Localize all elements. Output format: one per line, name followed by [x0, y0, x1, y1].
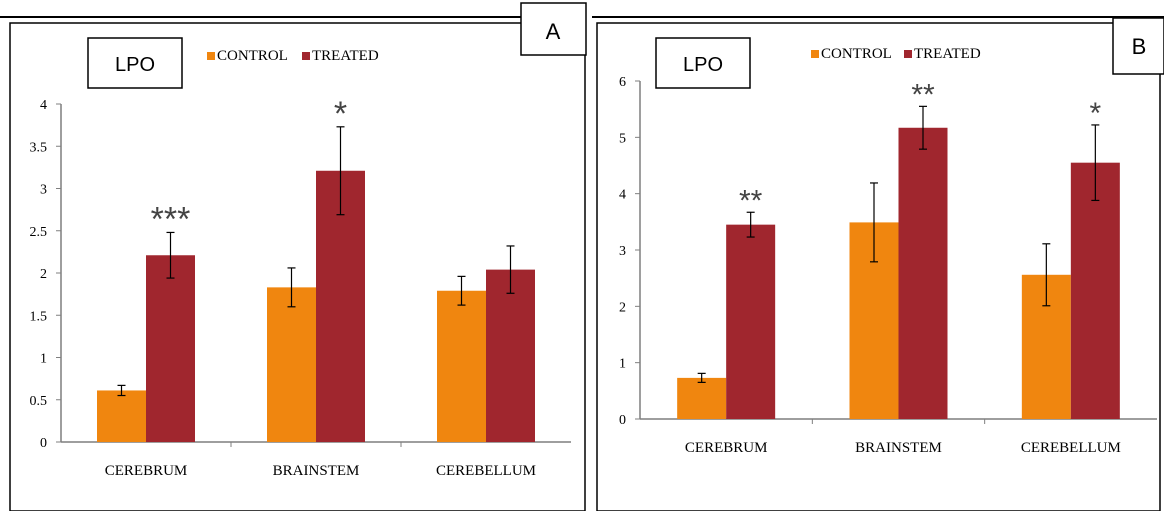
- error-bar: [457, 275, 466, 306]
- x-tick-label: CEREBELLUM: [1021, 440, 1121, 456]
- legend-swatch-control: [811, 50, 819, 58]
- panel-a-label-box: [520, 2, 587, 56]
- legend-label-control: CONTROL: [217, 48, 288, 64]
- y-tick-label: 3: [40, 183, 47, 198]
- y-tick-label: 2: [40, 267, 47, 282]
- y-tick-label: 3.5: [30, 140, 48, 155]
- chart-a: 0 0.5 1 1.5 2 2.5 3 3.5 4 CEREBRUM *** BRAINSTEM * CE…: [30, 48, 571, 479]
- error-bar: [697, 372, 706, 383]
- significance-marker: ***: [151, 200, 191, 238]
- significance-marker: **: [739, 184, 763, 217]
- panel-a-lpo-label: LPO: [115, 54, 155, 76]
- y-tick-label: 1: [40, 352, 47, 367]
- y-tick-label: 3: [619, 244, 626, 259]
- bar-control-cerebrum: [677, 377, 727, 419]
- bar-treated-cerebellum: [486, 269, 535, 442]
- error-bar: [746, 211, 755, 238]
- bar-treated-cerebrum: [726, 224, 776, 419]
- bar-treated-cerebrum: [146, 255, 195, 442]
- y-tick-label: 4: [40, 98, 47, 113]
- error-bar: [1042, 243, 1051, 307]
- y-tick-label: 2: [619, 300, 626, 315]
- y-tick-label: 0.5: [30, 394, 48, 409]
- significance-marker: *: [334, 95, 347, 133]
- legend-swatch-treated: [302, 52, 310, 60]
- x-tick-label: CEREBRUM: [105, 463, 188, 479]
- panel-b: B LPO 0 1 2 3 4 5 6 CEREBRUM ** BRAINSTEM ** CEREBE…: [592, 16, 1164, 511]
- y-tick-label: 2.5: [30, 225, 48, 240]
- panel-b-label: B: [1132, 34, 1147, 59]
- y-tick-label: 0: [619, 413, 626, 428]
- y-tick-label: 5: [619, 131, 626, 146]
- bar-control-cerebrum: [97, 390, 146, 442]
- bar-treated-brainstem: [316, 170, 365, 442]
- error-bar: [919, 105, 927, 150]
- panel-a-label: A: [546, 19, 561, 44]
- panel-a: A LPO 0 0.5 1 1.5 2 2.5 3 3.5 4 CEREBRUM *** BRAINS…: [0, 2, 587, 511]
- bar-control-brainstem: [267, 287, 316, 442]
- legend-label-treated: TREATED: [312, 48, 379, 64]
- error-bar: [506, 245, 515, 294]
- error-bar: [870, 182, 878, 263]
- error-bar: [1091, 124, 1100, 202]
- error-bar: [117, 384, 126, 397]
- error-bar: [287, 267, 296, 308]
- significance-marker: **: [911, 78, 935, 111]
- error-bar: [166, 231, 175, 279]
- y-tick-label: 6: [619, 75, 626, 90]
- panel-a-lpo-box: [87, 37, 183, 89]
- legend-swatch-treated: [904, 50, 912, 58]
- y-tick-label: 4: [619, 188, 626, 203]
- significance-marker: *: [1089, 97, 1101, 130]
- bar-treated-brainstem: [898, 127, 948, 420]
- panel-b-lpo-box: [655, 37, 751, 89]
- bar-treated-cerebellum: [1070, 162, 1120, 419]
- legend-swatch-control: [207, 52, 215, 60]
- x-tick-label: CEREBRUM: [685, 440, 768, 456]
- panel-b-frame: [596, 22, 1161, 511]
- panel-b-lpo-label: LPO: [683, 54, 723, 76]
- x-tick-label: BRAINSTEM: [273, 463, 360, 479]
- y-tick-label: 1.5: [30, 309, 48, 324]
- x-tick-label: BRAINSTEM: [855, 440, 942, 456]
- chart-b: 0 1 2 3 4 5 6 CEREBRUM ** BRAINSTEM ** CEREBELLUM * C…: [619, 46, 1157, 456]
- bar-control-cerebellum: [437, 290, 486, 442]
- y-tick-label: 1: [619, 357, 626, 372]
- error-bar: [336, 126, 345, 216]
- panel-b-label-box: [1112, 17, 1164, 75]
- legend-label-control: CONTROL: [821, 46, 892, 62]
- y-tick-label: 0: [40, 436, 47, 451]
- x-tick-label: CEREBELLUM: [436, 463, 536, 479]
- legend-label-treated: TREATED: [914, 46, 981, 62]
- panel-a-frame: [9, 22, 586, 511]
